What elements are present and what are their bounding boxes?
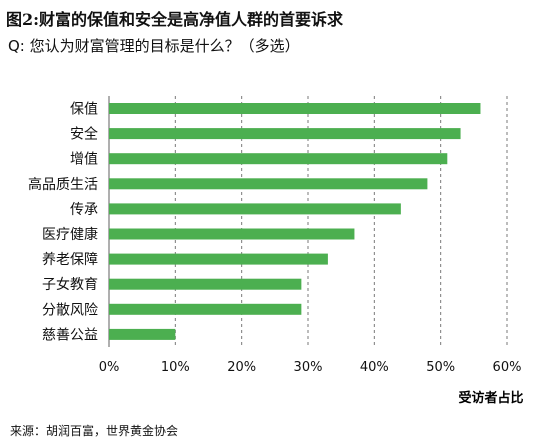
bar (109, 203, 401, 215)
bar (109, 278, 302, 290)
category-label: 传承 (70, 202, 98, 218)
x-tick-label: 30% (294, 360, 323, 375)
category-label: 医疗健康 (42, 226, 98, 243)
bar (109, 303, 302, 315)
chart-title: 图2:财富的保值和安全是高净值人群的首要诉求 (6, 10, 344, 29)
category-label: 安全 (70, 126, 98, 143)
x-tick-label: 10% (161, 360, 190, 375)
chart-question: Q: 您认为财富管理的目标是什么？（多选） (8, 37, 300, 55)
bar (109, 128, 461, 140)
x-tick-label: 50% (426, 360, 455, 375)
x-tick-label: 0% (99, 360, 120, 375)
bar (109, 253, 328, 265)
x-tick-label: 40% (360, 360, 389, 375)
x-tick-label: 60% (493, 360, 522, 375)
bar (109, 103, 481, 114)
category-label: 高品质生活 (28, 176, 98, 193)
x-axis-label: 受访者占比 (458, 390, 523, 406)
category-label: 慈善公益 (42, 327, 98, 343)
bar (109, 178, 428, 190)
category-label: 子女教育 (42, 276, 98, 293)
source-note: 来源：胡润百富，世界黄金协会 (10, 424, 179, 438)
category-label: 养老保障 (42, 252, 98, 268)
category-label: 增值 (70, 152, 98, 168)
bar (109, 228, 355, 240)
bar (109, 328, 176, 340)
category-label: 保值 (70, 102, 98, 118)
bar (109, 153, 448, 165)
x-tick-label: 20% (227, 360, 256, 375)
category-label: 分散风险 (42, 302, 98, 318)
